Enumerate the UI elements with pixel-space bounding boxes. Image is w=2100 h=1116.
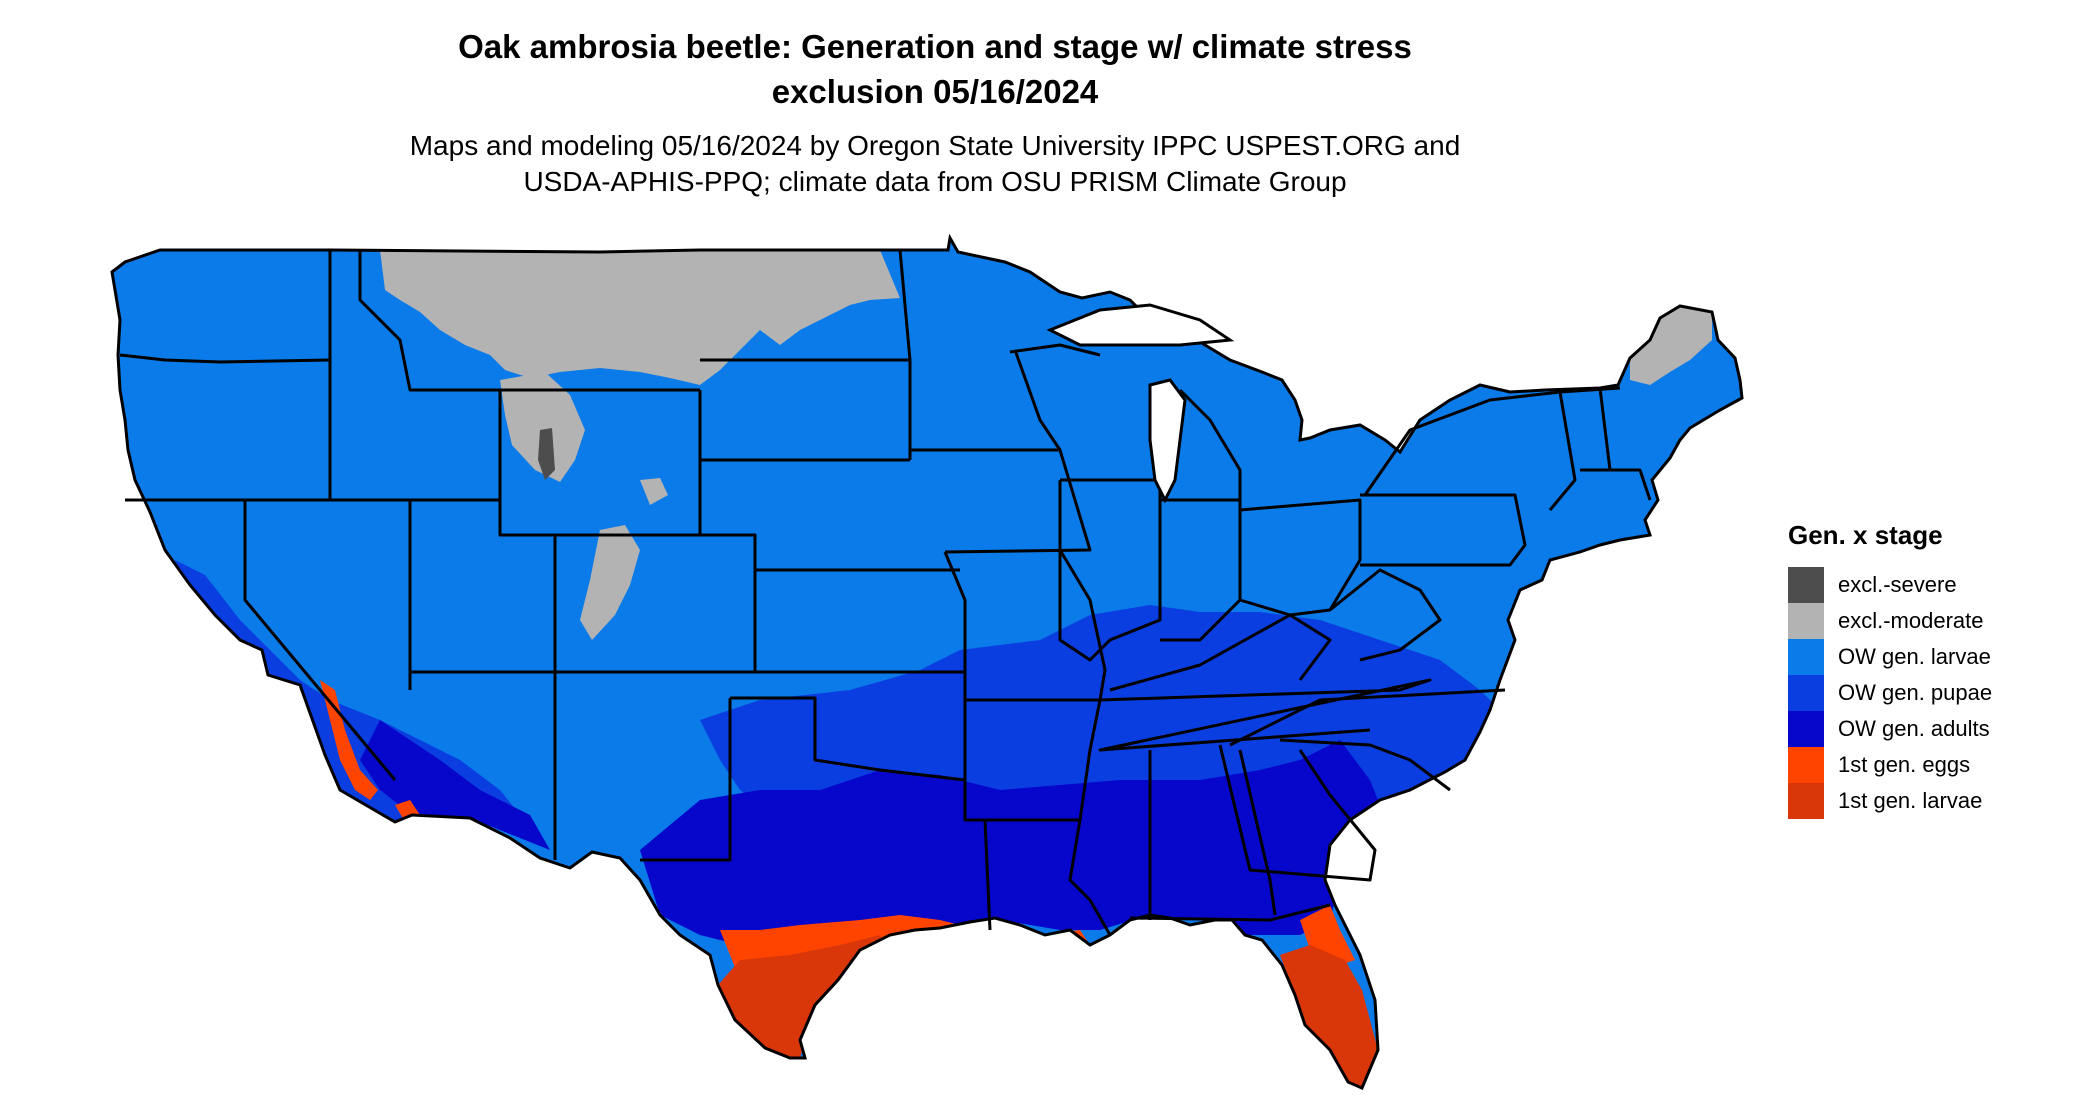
legend-label: excl.-moderate bbox=[1838, 608, 1984, 633]
stage-zones bbox=[112, 238, 1742, 1088]
legend-swatch bbox=[1788, 711, 1824, 747]
zone-excl-moderate-maine bbox=[1630, 306, 1712, 385]
legend-swatch bbox=[1788, 747, 1824, 783]
legend-label: OW gen. adults bbox=[1838, 716, 1990, 741]
zone-ow-adults-arizona bbox=[360, 720, 550, 850]
zone-excl-moderate-utah bbox=[640, 478, 668, 505]
zone-ow-larvae bbox=[112, 238, 1742, 1088]
map-subtitle-line-2: USDA-APHIS-PPQ; climate data from OSU PR… bbox=[523, 166, 1347, 197]
us-map bbox=[110, 236, 1744, 1090]
border-mi-lower bbox=[1178, 388, 1242, 510]
legend-label: 1st gen. larvae bbox=[1838, 788, 1983, 813]
legend-swatch bbox=[1788, 639, 1824, 675]
great-lakes bbox=[1046, 303, 1235, 504]
legend-item: 1st gen. larvae bbox=[1788, 783, 2078, 819]
zone-excl-moderate-colorado bbox=[580, 525, 640, 640]
border-la bbox=[983, 819, 1112, 936]
legend-item: OW gen. adults bbox=[1788, 711, 2078, 747]
legend-item: OW gen. pupae bbox=[1788, 675, 2078, 711]
border-fl-north bbox=[1129, 903, 1331, 922]
map-title-line-1: Oak ambrosia beetle: Generation and stag… bbox=[458, 28, 1412, 65]
legend-label: OW gen. pupae bbox=[1838, 680, 1993, 705]
zone-1st-gen-larvae-florida bbox=[1280, 945, 1378, 1088]
zone-1st-gen-eggs-socal bbox=[320, 680, 378, 800]
legend-item: 1st gen. eggs bbox=[1788, 747, 2078, 783]
legend-swatch bbox=[1788, 567, 1824, 603]
border-co bbox=[555, 533, 757, 674]
border-wa-or bbox=[119, 353, 331, 364]
zone-ow-adults bbox=[640, 740, 1390, 960]
zone-excl-severe-wyoming bbox=[538, 428, 555, 480]
border-ms-al bbox=[1148, 749, 1277, 920]
map-title-line-2: exclusion 05/16/2024 bbox=[771, 73, 1099, 110]
lake-michigan bbox=[1148, 378, 1187, 504]
legend-swatch bbox=[1788, 603, 1824, 639]
border-ia bbox=[910, 448, 1092, 554]
border-mi-upper bbox=[1009, 343, 1101, 357]
border-ok-tx bbox=[730, 696, 966, 782]
legend-item: OW gen. larvae bbox=[1788, 639, 2078, 675]
border-nv-ca bbox=[243, 500, 397, 781]
border-ut bbox=[410, 498, 557, 672]
border-ga bbox=[1218, 744, 1377, 882]
border-mt-id bbox=[358, 250, 500, 392]
legend-swatch bbox=[1788, 783, 1824, 819]
border-oh bbox=[1239, 498, 1362, 617]
border-il bbox=[1058, 480, 1162, 662]
border-tn bbox=[1098, 678, 1432, 752]
map-legend: Gen. x stage excl.-severe excl.-moderate O… bbox=[1788, 520, 2078, 819]
border-pa bbox=[1360, 493, 1527, 567]
legend-label: excl.-severe bbox=[1838, 572, 1957, 597]
border-va-nc bbox=[1229, 688, 1506, 747]
border-tx-nm bbox=[640, 698, 732, 862]
legend-item: excl.-moderate bbox=[1788, 603, 2078, 639]
border-ky bbox=[1109, 613, 1332, 692]
border-new-england bbox=[1559, 386, 1652, 501]
zone-excl-moderate-north bbox=[380, 250, 900, 385]
legend-items: excl.-severe excl.-moderate OW gen. larvae… bbox=[1788, 567, 2078, 819]
legend-swatch bbox=[1788, 675, 1824, 711]
border-nc-sc bbox=[1279, 738, 1451, 792]
map-subtitle-line-1: Maps and modeling 05/16/2024 by Oregon S… bbox=[409, 130, 1461, 161]
border-wv-va bbox=[1329, 568, 1442, 662]
lake-superior bbox=[1046, 303, 1235, 347]
legend-item: excl.-severe bbox=[1788, 567, 2078, 603]
border-wi-mn bbox=[1013, 349, 1160, 482]
legend-label: 1st gen. eggs bbox=[1838, 752, 1971, 777]
border-ny bbox=[1363, 390, 1577, 511]
zone-excl-moderate-rockies bbox=[500, 372, 585, 482]
legend-title: Gen. x stage bbox=[1788, 520, 1943, 550]
border-mn-west bbox=[898, 249, 912, 460]
legend-label: OW gen. larvae bbox=[1838, 644, 1991, 669]
state-borders bbox=[119, 249, 1652, 936]
